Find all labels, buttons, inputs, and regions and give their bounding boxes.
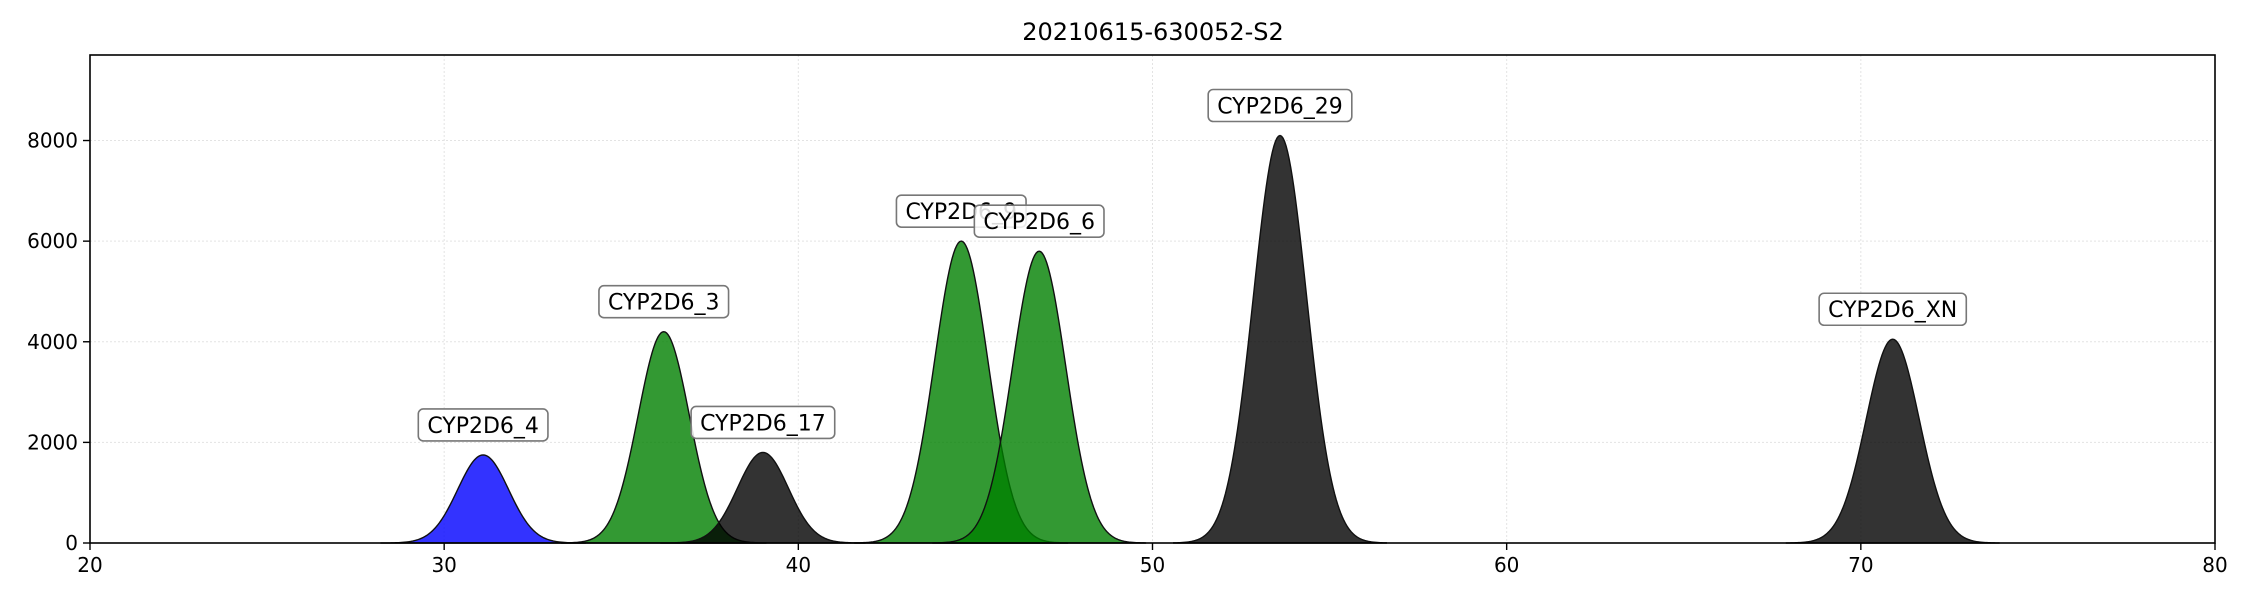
peak-label-text: CYP2D6_3 xyxy=(608,291,720,316)
peak-label: CYP2D6_29 xyxy=(1207,88,1353,123)
peak-CYP2D6_17 xyxy=(660,451,866,544)
peak-label-text: CYP2D6_XN xyxy=(1828,298,1957,323)
peak-label: CYP2D6_6 xyxy=(973,204,1105,239)
peak-labels: CYP2D6_4CYP2D6_3CYP2D6_17CYP2D6_9CYP2D6_… xyxy=(417,88,1968,442)
peak-label-text: CYP2D6_4 xyxy=(427,414,539,439)
peak-CYP2D6_29 xyxy=(1173,134,1387,544)
peaks xyxy=(380,134,2000,544)
peak-CYP2D6_4 xyxy=(380,454,586,544)
peak-label: CYP2D6_17 xyxy=(690,405,836,440)
x-tick-label: 20 xyxy=(77,553,102,577)
y-tick-label: 4000 xyxy=(27,330,78,354)
peak-CYP2D6_XN xyxy=(1785,338,2000,544)
peak-label-text: CYP2D6_29 xyxy=(1217,94,1343,119)
peak-label-box xyxy=(417,408,549,442)
peak-label-box xyxy=(690,405,836,440)
x-tick-label: 60 xyxy=(1494,553,1519,577)
x-tick-label: 50 xyxy=(1140,553,1165,577)
peak-label: CYP2D6_3 xyxy=(598,284,730,319)
peak-label-box xyxy=(598,284,730,319)
peak-label-box xyxy=(1207,88,1353,123)
peak-label-box xyxy=(1818,292,1968,327)
peak-label-box xyxy=(973,204,1105,239)
y-tick-label: 2000 xyxy=(27,430,78,454)
chart-title: 20210615-630052-S2 xyxy=(1022,18,1284,46)
x-tick-label: 70 xyxy=(1848,553,1873,577)
x-tick-label: 30 xyxy=(431,553,456,577)
peak-label: CYP2D6_4 xyxy=(417,408,549,442)
axis-ticks: 20 30 40 50 60 70 80 0 2000 4000 6000 8000 xyxy=(27,129,2228,577)
peak-CYP2D6_6 xyxy=(932,250,1147,544)
peak-label-text: CYP2D6_6 xyxy=(983,210,1095,235)
x-tick-label: 80 xyxy=(2202,553,2227,577)
y-tick-label: 6000 xyxy=(27,229,78,253)
peak-label: CYP2D6_XN xyxy=(1818,292,1968,327)
y-tick-label: 0 xyxy=(65,531,78,555)
y-tick-label: 8000 xyxy=(27,129,78,153)
x-tick-label: 40 xyxy=(786,553,811,577)
peak-label-text: CYP2D6_17 xyxy=(700,411,826,436)
